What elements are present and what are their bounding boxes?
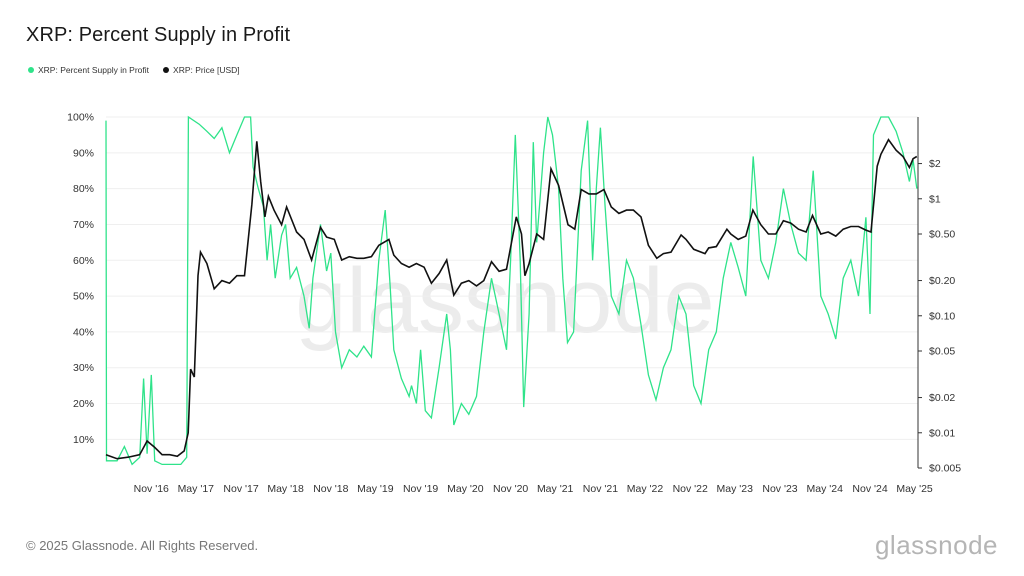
legend-label-supply: XRP: Percent Supply in Profit: [38, 65, 150, 75]
legend-item-price[interactable]: XRP: Price [USD]: [163, 65, 240, 75]
x-tick-label: Nov '24: [852, 483, 887, 495]
x-tick-label: May '21: [537, 483, 574, 495]
series-line-price[interactable]: [105, 138, 918, 460]
left-tick-label: 90%: [73, 147, 94, 159]
legend-item-supply[interactable]: XRP: Percent Supply in Profit: [28, 65, 149, 75]
right-tick-label: $0.20: [929, 275, 955, 287]
x-tick-label: May '22: [627, 483, 664, 495]
x-tick-label: May '24: [807, 483, 844, 495]
x-tick-label: May '20: [447, 483, 484, 495]
x-tick-label: May '17: [178, 483, 215, 495]
left-tick-label: 70%: [73, 219, 94, 231]
right-tick-label: $0.05: [929, 346, 955, 358]
right-axis: $0.005 $0.01 $0.02 $0.05 $0.10 $0.20 $0.50 $1 $2: [918, 158, 961, 475]
left-tick-label: 100%: [67, 112, 94, 124]
x-tick-label: May '25: [896, 483, 933, 495]
glassnode-logo: glassnode: [874, 530, 998, 560]
grid-lines: [106, 116, 918, 440]
x-tick-label: Nov '19: [403, 483, 438, 495]
left-tick-label: 80%: [73, 183, 94, 195]
x-tick-label: Nov '20: [493, 483, 528, 495]
legend-dot-supply: [28, 67, 34, 73]
legend: XRP: Percent Supply in Profit XRP: Price…: [28, 65, 240, 75]
x-tick-label: Nov '16: [134, 483, 169, 495]
copyright-text: © 2025 Glassnode. All Rights Reserved.: [26, 538, 259, 553]
x-tick-label: Nov '23: [762, 483, 797, 495]
left-tick-label: 30%: [73, 362, 94, 374]
left-tick-label: 20%: [73, 398, 94, 410]
right-tick-label: $0.50: [929, 229, 955, 241]
x-tick-label: May '18: [267, 483, 304, 495]
x-tick-label: Nov '22: [673, 483, 708, 495]
right-tick-label: $0.02: [929, 392, 955, 404]
x-tick-label: Nov '18: [313, 483, 348, 495]
legend-label-price: XRP: Price [USD]: [173, 65, 240, 75]
left-tick-label: 60%: [73, 255, 94, 267]
x-axis: Nov '16 May '17 Nov '17 May '18 Nov '18 May '…: [134, 483, 933, 495]
right-tick-label: $0.005: [929, 463, 961, 475]
x-tick-label: Nov '21: [583, 483, 618, 495]
left-tick-label: 40%: [73, 326, 94, 338]
right-tick-label: $0.10: [929, 310, 955, 322]
watermark: glassnode: [295, 250, 714, 352]
legend-dot-price: [163, 67, 170, 73]
x-tick-label: Nov '17: [223, 483, 258, 495]
right-tick-label: $2: [929, 158, 941, 170]
series-line-supply[interactable]: [105, 115, 918, 466]
x-tick-label: May '23: [717, 483, 754, 495]
x-tick-label: May '19: [357, 483, 394, 495]
left-axis: 10% 20% 30% 40% 50% 60% 70% 80% 90% 100%: [67, 112, 94, 446]
left-tick-label: 50%: [73, 291, 94, 303]
right-tick-label: $0.01: [929, 427, 955, 439]
left-tick-label: 10%: [73, 434, 94, 446]
right-tick-label: $1: [929, 193, 941, 205]
chart-title: XRP: Percent Supply in Profit: [26, 24, 291, 46]
